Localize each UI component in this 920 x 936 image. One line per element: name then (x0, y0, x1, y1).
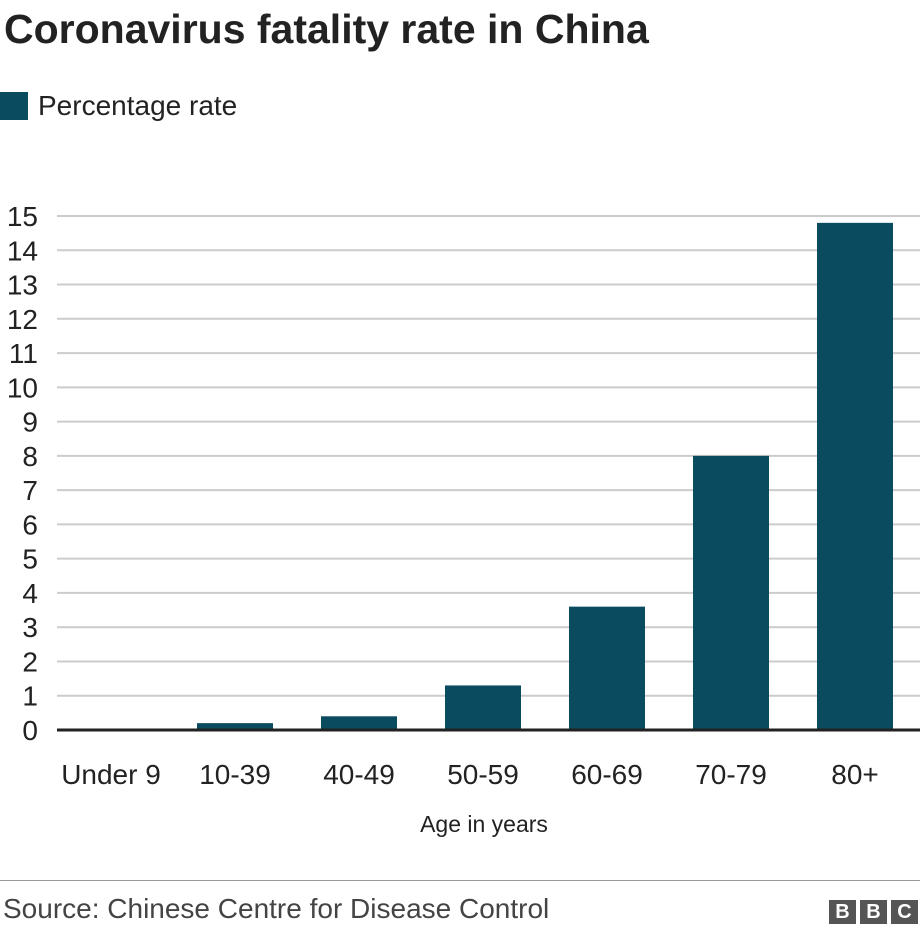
bar (817, 222, 893, 730)
footer-divider (0, 880, 920, 881)
y-tick-label: 11 (9, 338, 38, 369)
y-tick-label: 6 (22, 509, 38, 540)
chart-title: Coronavirus fatality rate in China (4, 6, 649, 52)
bbc-logo-letter: B (829, 900, 856, 924)
legend-label: Percentage rate (38, 90, 238, 121)
bbc-logo-letter: C (891, 900, 918, 924)
x-tick-label: 70-79 (695, 759, 767, 790)
bar (321, 716, 397, 730)
y-tick-label: 5 (22, 544, 38, 575)
source-note: Source: Chinese Centre for Disease Contr… (3, 893, 550, 924)
x-axis-label: Age in years (420, 811, 548, 837)
y-tick-label: 15 (7, 201, 38, 232)
x-tick-label: 80+ (831, 759, 879, 790)
legend-swatch (0, 92, 28, 120)
y-tick-label: 9 (22, 407, 38, 438)
y-tick-label: 12 (7, 304, 38, 335)
bar (197, 723, 273, 730)
x-tick-label: 10-39 (199, 759, 271, 790)
x-tick-label: 50-59 (447, 759, 519, 790)
y-tick-label: 4 (22, 578, 38, 609)
bar (569, 606, 645, 730)
y-tick-label: 10 (7, 372, 38, 403)
bbc-logo-letter: B (860, 900, 887, 924)
y-tick-label: 0 (22, 715, 38, 746)
x-tick-label: Under 9 (61, 759, 161, 790)
x-tick-label: 60-69 (571, 759, 643, 790)
y-tick-label: 7 (22, 475, 38, 506)
bbc-logo: B B C (829, 900, 918, 924)
y-tick-label: 2 (22, 646, 38, 677)
y-tick-label: 3 (22, 612, 38, 643)
x-tick-label: 40-49 (323, 759, 395, 790)
bar (693, 455, 769, 730)
y-tick-label: 8 (22, 441, 38, 472)
legend: Percentage rate (0, 90, 237, 122)
bar (445, 685, 521, 730)
y-tick-label: 14 (7, 235, 38, 266)
y-tick-label: 13 (7, 270, 38, 301)
y-tick-label: 1 (22, 681, 38, 712)
